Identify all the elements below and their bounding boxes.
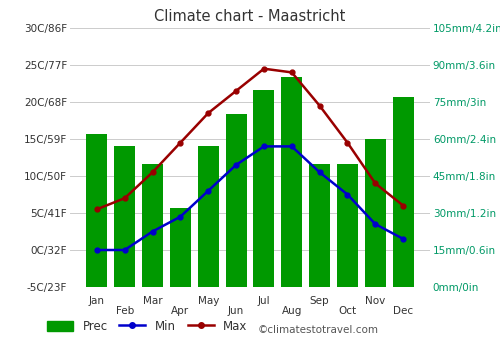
Bar — [142, 164, 163, 287]
Bar — [86, 134, 108, 287]
Bar — [282, 77, 302, 287]
Text: Jan: Jan — [89, 296, 105, 306]
Bar — [226, 114, 246, 287]
Text: Oct: Oct — [338, 306, 356, 315]
Bar — [198, 146, 218, 287]
Text: Nov: Nov — [365, 296, 386, 306]
Text: Apr: Apr — [172, 306, 190, 315]
Bar — [337, 164, 358, 287]
Text: Jun: Jun — [228, 306, 244, 315]
Bar — [114, 146, 135, 287]
Title: Climate chart - Maastricht: Climate chart - Maastricht — [154, 9, 346, 24]
Bar — [254, 90, 274, 287]
Text: ©climatestotravel.com: ©climatestotravel.com — [257, 325, 378, 335]
Text: Jul: Jul — [258, 296, 270, 306]
Text: Feb: Feb — [116, 306, 134, 315]
Text: May: May — [198, 296, 219, 306]
Text: Aug: Aug — [282, 306, 302, 315]
Text: Mar: Mar — [142, 296, 163, 306]
Text: Sep: Sep — [310, 296, 330, 306]
Bar — [309, 164, 330, 287]
Bar — [365, 139, 386, 287]
Bar — [392, 97, 413, 287]
Legend: Prec, Min, Max: Prec, Min, Max — [47, 320, 248, 333]
Bar — [170, 208, 191, 287]
Text: Dec: Dec — [393, 306, 413, 315]
